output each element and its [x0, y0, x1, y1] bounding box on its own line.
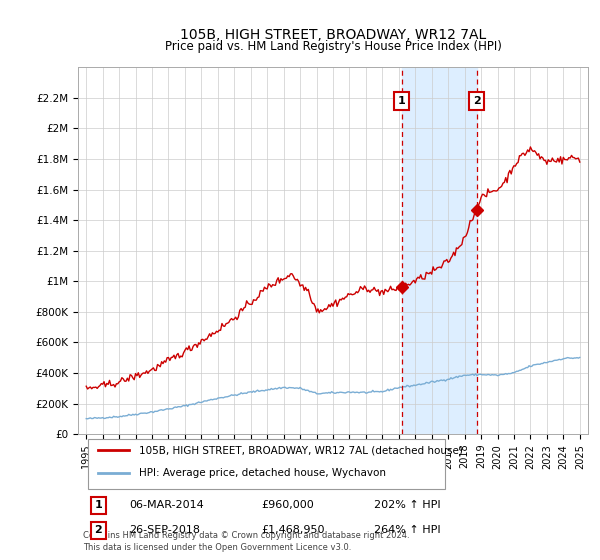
- Text: 105B, HIGH STREET, BROADWAY, WR12 7AL: 105B, HIGH STREET, BROADWAY, WR12 7AL: [180, 28, 486, 42]
- Text: 264% ↑ HPI: 264% ↑ HPI: [374, 525, 440, 535]
- Text: Contains HM Land Registry data © Crown copyright and database right 2024.: Contains HM Land Registry data © Crown c…: [83, 530, 410, 539]
- Text: 1: 1: [95, 500, 102, 510]
- Text: 06-MAR-2014: 06-MAR-2014: [129, 500, 204, 510]
- Text: £1,468,950: £1,468,950: [262, 525, 325, 535]
- Text: 1: 1: [398, 96, 406, 106]
- Text: 2: 2: [473, 96, 481, 106]
- Text: This data is licensed under the Open Government Licence v3.0.: This data is licensed under the Open Gov…: [83, 543, 352, 552]
- Text: 26-SEP-2018: 26-SEP-2018: [129, 525, 200, 535]
- Text: £960,000: £960,000: [262, 500, 314, 510]
- Text: 202% ↑ HPI: 202% ↑ HPI: [374, 500, 440, 510]
- FancyBboxPatch shape: [88, 438, 445, 489]
- Text: 2: 2: [95, 525, 102, 535]
- Text: 105B, HIGH STREET, BROADWAY, WR12 7AL (detached house): 105B, HIGH STREET, BROADWAY, WR12 7AL (d…: [139, 445, 463, 455]
- Text: Price paid vs. HM Land Registry's House Price Index (HPI): Price paid vs. HM Land Registry's House …: [164, 40, 502, 53]
- Text: HPI: Average price, detached house, Wychavon: HPI: Average price, detached house, Wych…: [139, 468, 386, 478]
- Bar: [401, 67, 476, 434]
